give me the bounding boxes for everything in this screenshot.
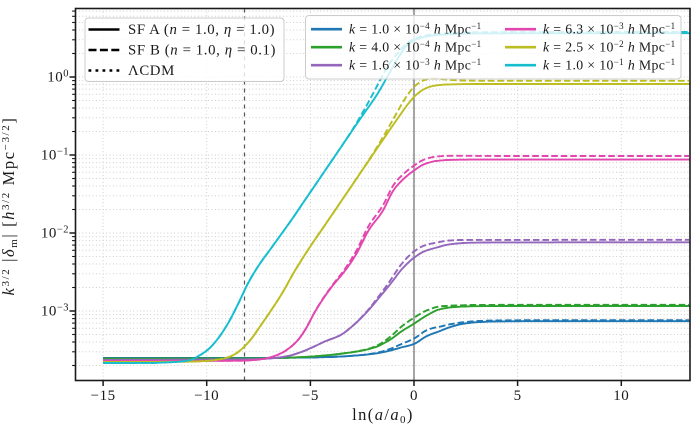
svg-text:SF A (n = 1.0, η = 1.0): SF A (n = 1.0, η = 1.0) (128, 22, 275, 38)
svg-text:ln(a/a0): ln(a/a0) (352, 405, 414, 426)
svg-text:k = 1.6 × 10−3 h Mpc−1: k = 1.6 × 10−3 h Mpc−1 (349, 57, 482, 73)
svg-text:0: 0 (410, 388, 418, 404)
svg-text:−15: −15 (91, 388, 116, 404)
svg-text:−5: −5 (302, 388, 319, 404)
svg-text:SF B (n = 1.0, η = 0.1): SF B (n = 1.0, η = 0.1) (128, 43, 276, 59)
svg-text:k = 2.5 × 10−2 h Mpc−1: k = 2.5 × 10−2 h Mpc−1 (543, 39, 676, 55)
svg-text:−10: −10 (194, 388, 219, 404)
svg-text:5: 5 (514, 388, 522, 404)
svg-text:k3/2 |δm| [h3/2 Mpc−3/2]: k3/2 |δm| [h3/2 Mpc−3/2] (0, 117, 20, 296)
svg-text:k = 1.0 × 10−4 h Mpc−1: k = 1.0 × 10−4 h Mpc−1 (349, 21, 482, 37)
svg-text:k = 1.0 × 10−1 h Mpc−1: k = 1.0 × 10−1 h Mpc−1 (543, 57, 676, 73)
svg-text:100: 100 (47, 69, 69, 86)
svg-text:10: 10 (613, 388, 629, 404)
svg-text:k = 6.3 × 10−3 h Mpc−1: k = 6.3 × 10−3 h Mpc−1 (543, 21, 676, 37)
svg-text:k = 4.0 × 10−4 h Mpc−1: k = 4.0 × 10−4 h Mpc−1 (349, 39, 482, 55)
svg-text:ΛCDM: ΛCDM (128, 63, 175, 79)
